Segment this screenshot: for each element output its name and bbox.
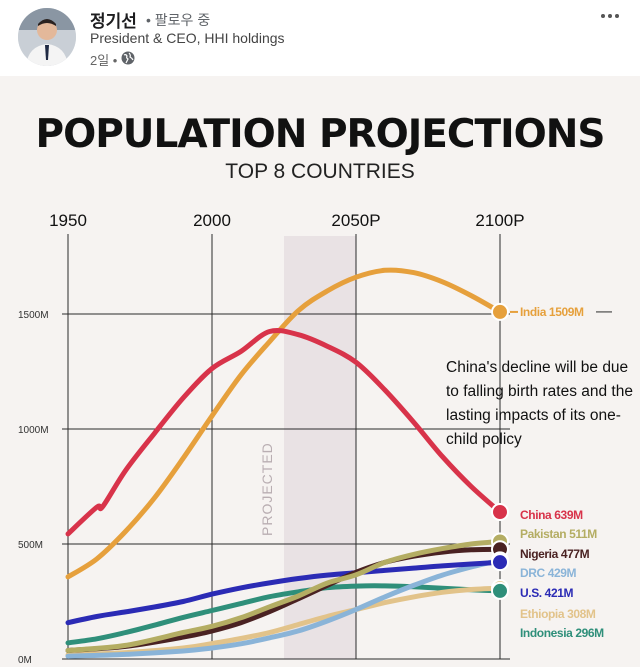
series-line-drc <box>65 557 503 659</box>
y-tick-label: 1500M <box>18 310 49 321</box>
post-image[interactable]: POPULATION PROJECTIONS TOP 8 COUNTRIES P… <box>0 76 640 667</box>
more-options-button[interactable] <box>596 4 624 28</box>
chart-subtitle: TOP 8 COUNTRIES <box>225 160 415 183</box>
post-header: 정기선 • 팔로우 중 President & CEO, HHI holding… <box>0 0 640 76</box>
end-marker-china <box>491 503 509 522</box>
series-label-indonesia: Indonesia 296M <box>520 626 604 640</box>
series-line-pakistan <box>65 539 503 653</box>
series-label-china: China 639M <box>520 508 583 522</box>
series-label-ethiopia: Ethiopia 308M <box>520 607 596 621</box>
end-marker-us <box>491 553 509 572</box>
y-tick-label: 0M <box>18 655 32 666</box>
x-tick-label: 2100P <box>475 211 524 230</box>
chart-title: POPULATION PROJECTIONS <box>35 112 605 157</box>
ellipsis-icon <box>601 14 619 18</box>
end-marker-indonesia <box>491 581 509 600</box>
x-tick-label: 2050P <box>331 211 380 230</box>
follow-state: • 팔로우 중 <box>146 12 211 28</box>
series-line-india <box>65 267 503 580</box>
avatar[interactable] <box>18 8 76 66</box>
series-label-pakistan: Pakistan 511M <box>520 527 597 541</box>
series-label-us: U.S. 421M <box>520 586 573 600</box>
end-marker-india <box>491 302 509 321</box>
post-time: 2일 • <box>90 53 118 68</box>
avatar-image <box>18 8 76 66</box>
globe-icon <box>121 51 135 68</box>
series-line-ethiopia <box>65 585 503 658</box>
projected-label: PROJECTED <box>259 442 275 536</box>
author-headline: President & CEO, HHI holdings <box>90 30 285 46</box>
x-tick-label: 1950 <box>49 211 87 230</box>
chart-annotation: China's decline will be due to falling b… <box>446 359 633 448</box>
x-tick-label: 2000 <box>193 211 231 230</box>
post-meta: 2일 • <box>90 50 135 69</box>
series-line-indonesia <box>65 583 503 646</box>
y-tick-label: 500M <box>18 540 43 551</box>
y-tick-label: 1000M <box>18 425 49 436</box>
series-label-drc: DRC 429M <box>520 566 577 580</box>
population-chart: PROJECTED 1950 2000 2050P 2100P 0M 500M 1000M 15… <box>18 211 612 666</box>
author-name[interactable]: 정기선 <box>90 12 137 31</box>
series-line-china <box>65 327 503 537</box>
series-line-us <box>65 559 503 626</box>
series-label-nigeria: Nigeria 477M <box>520 547 590 561</box>
series-label-india: India 1509M <box>520 305 584 319</box>
